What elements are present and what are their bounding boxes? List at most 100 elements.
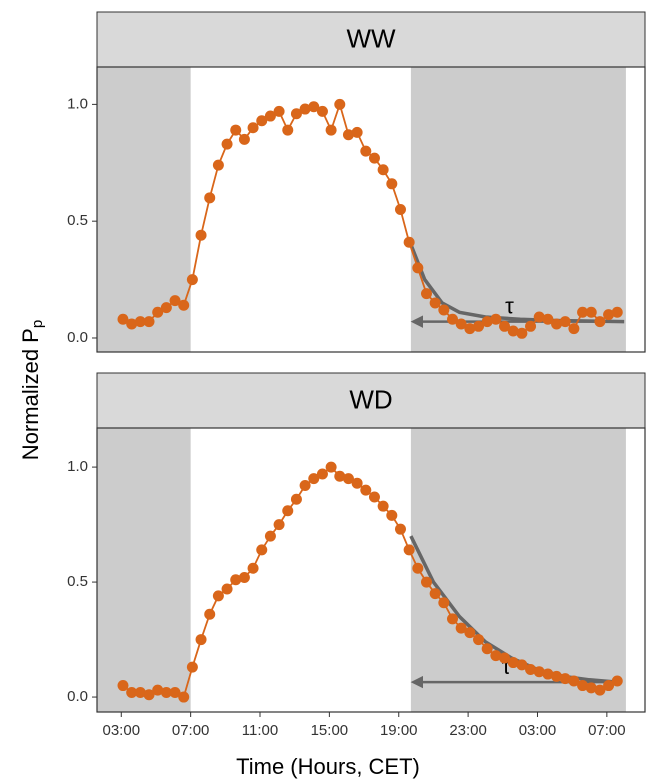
shade-region — [97, 428, 191, 712]
data-point — [264, 110, 276, 122]
data-point — [525, 320, 537, 332]
data-point — [178, 299, 190, 311]
facet-strip — [96, 372, 646, 429]
data-point — [169, 295, 181, 307]
y-tick-label: 0.0 — [67, 329, 88, 346]
data-point — [212, 159, 224, 171]
data-point — [603, 309, 615, 321]
facet-title: WD — [349, 384, 392, 414]
data-point — [299, 479, 311, 491]
annotation: τ — [502, 654, 511, 679]
x-tick-label: 07:00 — [588, 722, 626, 739]
x-tick-label: 15:00 — [311, 722, 349, 739]
data-point — [134, 686, 146, 698]
data-point — [403, 544, 415, 556]
data-point — [447, 313, 459, 325]
data-point — [117, 313, 129, 325]
y-tick-label: 0.0 — [67, 688, 88, 705]
data-point — [438, 304, 450, 316]
data-point — [447, 613, 459, 625]
facet-title: WW — [346, 23, 396, 53]
data-point — [611, 306, 623, 318]
data-point — [559, 316, 571, 328]
data-point — [481, 316, 493, 328]
x-tick-label: 03:00 — [103, 722, 141, 739]
y-tick-label: 1.0 — [67, 95, 88, 112]
data-point — [455, 318, 467, 330]
data-point — [160, 302, 172, 314]
data-point — [594, 316, 606, 328]
data-point — [308, 101, 320, 113]
data-point — [525, 663, 537, 675]
data-point — [516, 327, 528, 339]
panel-border — [96, 66, 646, 353]
data-point — [585, 682, 597, 694]
data-point — [429, 588, 441, 600]
data-point — [282, 124, 294, 136]
data-point — [542, 313, 554, 325]
data-point — [594, 684, 606, 696]
data-point — [551, 318, 563, 330]
data-point — [368, 152, 380, 164]
x-tick-label: 03:00 — [519, 722, 557, 739]
data-point — [377, 164, 389, 176]
shade-region — [97, 67, 191, 352]
data-point — [325, 461, 337, 473]
data-point — [568, 675, 580, 687]
data-point — [282, 505, 294, 517]
data-point — [585, 306, 597, 318]
data-point — [308, 473, 320, 485]
data-point — [342, 473, 354, 485]
data-point — [152, 306, 164, 318]
data-point — [143, 689, 155, 701]
data-point — [325, 124, 337, 136]
facet-strip — [96, 11, 646, 68]
data-point — [403, 236, 415, 248]
data-point — [230, 124, 242, 136]
data-point — [299, 103, 311, 115]
data-point — [368, 491, 380, 503]
data-point — [230, 574, 242, 586]
data-point — [420, 288, 432, 300]
data-point — [551, 670, 563, 682]
data-point — [221, 583, 233, 595]
data-point — [334, 98, 346, 110]
data-point — [273, 105, 285, 117]
data-point — [473, 634, 485, 646]
x-tick-label: 11:00 — [242, 722, 278, 739]
data-point — [351, 477, 363, 489]
data-point — [152, 684, 164, 696]
data-point — [507, 657, 519, 669]
data-point — [490, 313, 502, 325]
x-axis-label: Time (Hours, CET) — [236, 754, 420, 779]
data-point — [429, 297, 441, 309]
data-point — [394, 204, 406, 215]
data-point — [221, 138, 233, 150]
x-tick-label: 23:00 — [449, 722, 487, 739]
data-point — [438, 597, 450, 609]
data-point — [195, 634, 207, 646]
data-point — [360, 145, 372, 157]
data-point — [481, 643, 493, 655]
data-point — [507, 325, 519, 337]
data-point — [160, 686, 172, 698]
data-point — [490, 650, 502, 662]
data-point — [204, 608, 216, 620]
data-point — [256, 544, 268, 556]
y-label-text: Normalized P — [18, 328, 43, 460]
data-point — [412, 262, 424, 274]
data-point — [290, 493, 302, 505]
data-point — [117, 680, 129, 692]
shade-region — [410, 428, 626, 712]
data-point — [455, 622, 467, 634]
data-point — [360, 484, 372, 496]
data-point — [577, 680, 589, 692]
data-point — [204, 192, 216, 204]
data-point — [464, 323, 476, 335]
data-point — [412, 562, 424, 574]
data-point — [256, 115, 268, 127]
data-point — [342, 129, 354, 141]
data-point — [134, 316, 146, 328]
